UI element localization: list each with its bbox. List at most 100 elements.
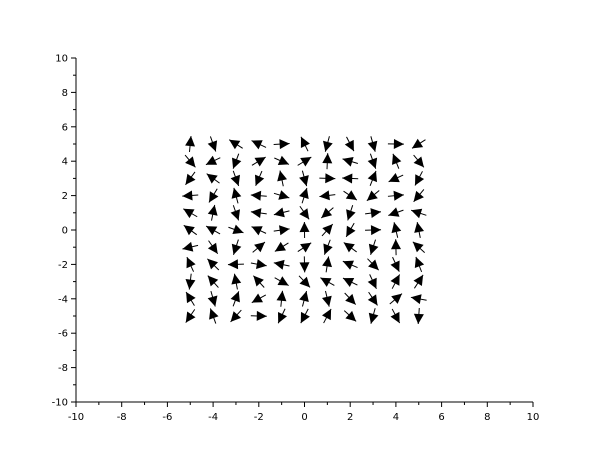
vector-arrow [252, 241, 266, 253]
vector-arrow [274, 241, 289, 252]
arrow-head [278, 190, 290, 200]
x-tick-label: -10 [68, 412, 84, 423]
arrow-head [391, 239, 401, 250]
vector-arrow [319, 190, 336, 201]
vector-arrow [411, 208, 427, 219]
vector-arrow [342, 157, 359, 167]
arrow-head [206, 226, 218, 236]
vector-arrow [182, 241, 199, 252]
vector-arrow [299, 256, 310, 273]
vector-arrow [185, 135, 195, 153]
x-axis: -10 -8 -6 -4 -2 0 2 4 6 8 10 [68, 401, 539, 423]
vector-arrow [207, 275, 219, 288]
arrow-head [228, 259, 239, 270]
arrow-head [273, 259, 285, 270]
arrow-head [390, 311, 400, 324]
vector-arrow [410, 294, 427, 305]
vector-arrow [228, 139, 243, 150]
arrow-head [346, 209, 356, 221]
vector-arrow [207, 136, 218, 152]
vector-arrow [251, 156, 266, 167]
arrow-head [342, 173, 353, 184]
arrow-head [413, 274, 424, 286]
vector-arrow [365, 208, 382, 218]
arrow-head [300, 242, 312, 253]
y-tick-label: -10 [52, 398, 68, 409]
vector-arrow [367, 136, 378, 152]
vector-arrow [208, 188, 219, 203]
vector-arrow [277, 170, 287, 187]
arrow-head [412, 138, 424, 149]
arrow-head [322, 153, 333, 164]
arrow-head [299, 291, 309, 302]
arrow-head [367, 140, 378, 152]
vector-arrow [185, 291, 196, 306]
arrow-head [412, 241, 424, 253]
vector-arrow [345, 222, 356, 238]
y-tick-label: 0 [62, 226, 68, 237]
arrow-head [230, 209, 240, 221]
vector-arrow [253, 275, 265, 288]
y-tick-label: -8 [58, 363, 68, 374]
vector-arrow [343, 190, 358, 201]
arrow-head [207, 140, 218, 152]
arrow-head [325, 173, 336, 184]
vector-arrow [251, 140, 267, 150]
arrow-head [250, 208, 262, 218]
vector-arrow [388, 173, 404, 183]
arrow-head [299, 175, 309, 187]
vector-arrow [342, 277, 358, 287]
vector-arrow [230, 309, 242, 323]
x-tick-label: -2 [254, 412, 264, 423]
vector-arrow [342, 260, 358, 270]
vector-arrow [231, 187, 242, 204]
vector-arrow [185, 171, 196, 186]
vector-arrow [274, 276, 289, 286]
vector-arrow [183, 224, 198, 236]
vector-arrow [367, 291, 378, 306]
vector-arrow [299, 290, 309, 307]
vector-arrow [368, 239, 379, 255]
vector-arrow [230, 205, 240, 221]
y-tick-label: -4 [58, 294, 68, 305]
vector-arrow [205, 225, 221, 236]
arrow-head [231, 243, 242, 255]
vector-arrow [367, 153, 378, 169]
vector-arrow [273, 207, 290, 218]
arrow-head [345, 293, 356, 305]
vector-arrow [412, 241, 425, 253]
vector-arrow [413, 154, 425, 168]
vector-arrow [346, 205, 356, 221]
vector-arrow [298, 275, 311, 288]
arrow-head [345, 310, 357, 322]
vector-arrow [276, 290, 287, 307]
arrow-head [186, 292, 196, 304]
arrow-head [255, 174, 265, 186]
arrow-head [392, 153, 402, 165]
vector-arrow [297, 242, 312, 253]
vector-arrow [186, 256, 196, 272]
arrow-head [207, 205, 218, 216]
arrow-head [250, 190, 262, 201]
vector-arrow [273, 190, 290, 200]
vector-arrow [299, 187, 309, 204]
vector-arrow [323, 136, 333, 152]
arrow-head [388, 207, 400, 217]
arrow-head [413, 190, 424, 202]
vector-arrow [250, 259, 267, 269]
vector-arrow [230, 170, 240, 187]
x-tick-label: 8 [484, 412, 490, 423]
vector-arrow [413, 189, 425, 203]
arrow-head [230, 311, 241, 322]
arrow-head [322, 224, 333, 235]
vector-arrow [392, 153, 402, 169]
vector-arrow [319, 173, 336, 184]
arrow-head [321, 207, 333, 218]
vector-arrow [391, 222, 402, 238]
vector-arrow [255, 170, 265, 186]
vector-arrow [388, 207, 404, 217]
arrow-head [277, 155, 289, 165]
vector-arrow [320, 207, 334, 219]
arrow-head [182, 241, 194, 252]
vector-arrow [367, 258, 380, 271]
